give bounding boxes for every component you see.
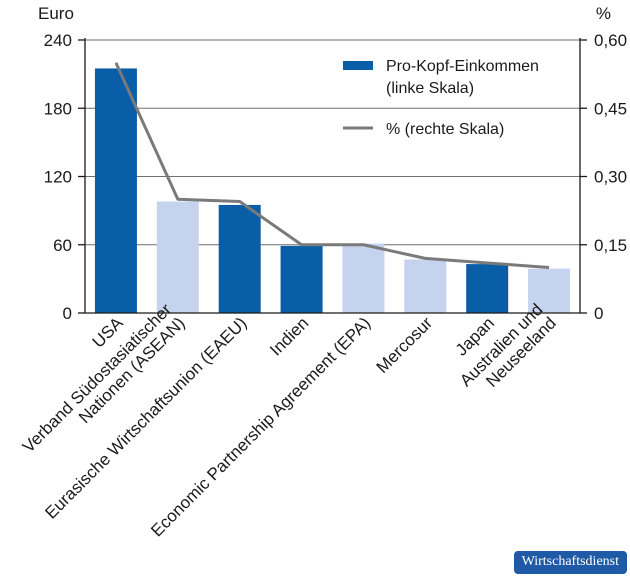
right-tick-label: 0 xyxy=(594,304,603,323)
bar xyxy=(156,201,199,313)
bar xyxy=(94,68,137,313)
category-label: Indien xyxy=(266,313,312,359)
right-tick-label: 0,15 xyxy=(594,236,627,255)
legend: Pro-Kopf-Einkommen (linke Skala) % (rech… xyxy=(343,58,539,138)
left-tick-label: 240 xyxy=(44,31,72,50)
category-label: Economic Partnership Agreement (EPA) xyxy=(147,313,374,540)
percent-line xyxy=(114,62,550,269)
left-tick-label: 60 xyxy=(53,236,72,255)
category-label-line: Verband Südostasiatischer xyxy=(19,300,176,457)
category-label-line: Mercosur xyxy=(373,313,437,377)
bar xyxy=(528,268,571,313)
legend-line-label: % (rechte Skala) xyxy=(386,121,504,138)
category-label-line: Economic Partnership Agreement (EPA) xyxy=(147,313,374,540)
axes xyxy=(78,38,587,314)
left-axis-ticks: 0 60 120 180 240 xyxy=(44,31,72,323)
bar xyxy=(280,245,323,313)
bar xyxy=(218,204,261,313)
right-tick-label: 0,45 xyxy=(594,99,627,118)
right-tick-label: 0,60 xyxy=(594,31,627,50)
category-label: Mercosur xyxy=(373,313,437,377)
left-axis-label: Euro xyxy=(38,4,74,23)
category-label-line: Indien xyxy=(266,313,312,359)
right-tick-label: 0,30 xyxy=(594,168,627,187)
left-tick-label: 0 xyxy=(63,304,72,323)
left-tick-label: 180 xyxy=(44,99,72,118)
legend-bar-label-line1: Pro-Kopf-Einkommen xyxy=(386,58,539,75)
brand-badge: Wirtschaftsdienst xyxy=(513,551,627,574)
bar-series xyxy=(94,68,571,313)
legend-bar-marker xyxy=(343,61,373,70)
right-axis-ticks: 0 0,15 0,30 0,45 0,60 xyxy=(594,31,627,323)
legend-bar-label-line2: (linke Skala) xyxy=(386,80,474,97)
bar xyxy=(342,243,385,313)
bar xyxy=(466,264,509,313)
left-tick-label: 120 xyxy=(44,168,72,187)
line-series xyxy=(114,62,550,269)
bar xyxy=(404,259,447,313)
right-axis-label: % xyxy=(596,4,611,23)
